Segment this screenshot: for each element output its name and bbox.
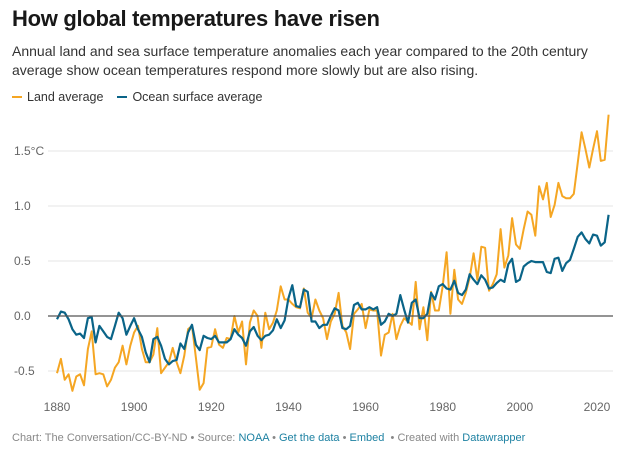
x-tick-label: 1960 [352, 400, 379, 414]
legend-item-land: Land average [12, 90, 103, 104]
embed-link[interactable]: Embed [349, 432, 385, 444]
y-tick-label: 1.5°C [14, 144, 44, 158]
source-label: Source: [197, 432, 236, 444]
separator: • [390, 432, 395, 444]
separator: • [342, 432, 347, 444]
x-tick-label: 1940 [275, 400, 302, 414]
chart-subtitle: Annual land and sea surface temperature … [12, 43, 588, 78]
legend-label-ocean: Ocean surface average [132, 90, 263, 104]
land-swatch-icon [12, 96, 22, 98]
y-tick-label: 0.0 [14, 309, 31, 323]
land-average-line [56, 114, 610, 392]
created-with-label: Created with [397, 432, 460, 444]
get-data-link[interactable]: Get the data [279, 432, 340, 444]
y-tick-label: 0.5 [14, 254, 31, 268]
x-tick-label: 1980 [429, 400, 456, 414]
y-tick-label: 1.0 [14, 199, 31, 213]
x-tick-label: 2020 [584, 400, 611, 414]
source-link-noaa[interactable]: NOAA [238, 432, 270, 444]
line-chart: 1.5°C 1.0 0.5 0.0 -0.5 1880 1900 1920 1940 1960 19… [14, 114, 613, 414]
x-tick-label: 1880 [44, 400, 71, 414]
separator: • [272, 432, 276, 444]
chart-title: How global temperatures have risen [12, 6, 380, 31]
footer: Chart: The Conversation/CC-BY-ND • Sourc… [12, 432, 525, 444]
datawrapper-link[interactable]: Datawrapper [462, 432, 526, 444]
x-tick-label: 1900 [121, 400, 148, 414]
separator: • [190, 432, 195, 444]
legend-label-land: Land average [27, 90, 104, 104]
chart-credit: Chart: The Conversation/CC-BY-ND [12, 432, 188, 444]
legend-item-ocean: Ocean surface average [117, 90, 262, 104]
x-tick-label: 1920 [198, 400, 225, 414]
x-tick-label: 2000 [506, 400, 533, 414]
legend: Land average Ocean surface average [12, 90, 262, 104]
ocean-average-line [56, 214, 610, 366]
ocean-swatch-icon [117, 96, 128, 98]
y-tick-label: -0.5 [14, 364, 35, 378]
